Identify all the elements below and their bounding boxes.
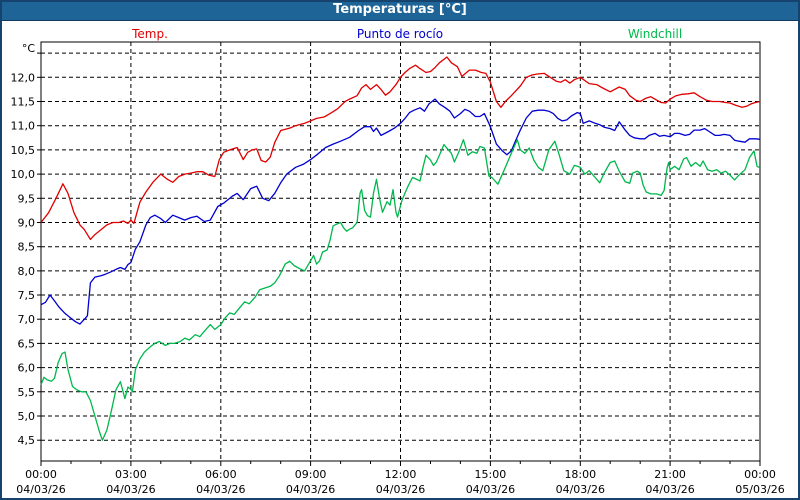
svg-text:04/03/26: 04/03/26 <box>196 483 245 496</box>
svg-text:09:00: 09:00 <box>295 468 327 481</box>
svg-text:04/03/26: 04/03/26 <box>376 483 425 496</box>
svg-text:8,0: 8,0 <box>18 265 36 278</box>
svg-text:04/03/26: 04/03/26 <box>556 483 605 496</box>
svg-text:03:00: 03:00 <box>115 468 147 481</box>
svg-text:9,0: 9,0 <box>18 217 36 230</box>
legend-temp: Temp. <box>132 27 168 41</box>
svg-text:05/03/26: 05/03/26 <box>735 483 784 496</box>
svg-text:6,5: 6,5 <box>18 337 36 350</box>
svg-text:04/03/26: 04/03/26 <box>16 483 65 496</box>
svg-text:06:00: 06:00 <box>205 468 237 481</box>
svg-text:12:00: 12:00 <box>385 468 417 481</box>
svg-text:15:00: 15:00 <box>475 468 507 481</box>
svg-text:11,0: 11,0 <box>11 120 36 133</box>
svg-text:04/03/26: 04/03/26 <box>106 483 155 496</box>
svg-text:°C: °C <box>22 42 36 55</box>
svg-text:6,0: 6,0 <box>18 362 36 375</box>
svg-text:9,5: 9,5 <box>18 192 36 205</box>
svg-text:5,5: 5,5 <box>18 386 36 399</box>
svg-text:00:00: 00:00 <box>25 468 57 481</box>
svg-text:00:00: 00:00 <box>744 468 776 481</box>
svg-text:10,5: 10,5 <box>11 144 36 157</box>
svg-text:04/03/26: 04/03/26 <box>466 483 515 496</box>
legend-dew-point: Punto de rocío <box>356 27 444 41</box>
svg-text:10,0: 10,0 <box>11 168 36 181</box>
svg-text:04/03/26: 04/03/26 <box>645 483 694 496</box>
svg-text:21:00: 21:00 <box>654 468 686 481</box>
svg-text:04/03/26: 04/03/26 <box>286 483 335 496</box>
svg-text:8,5: 8,5 <box>18 241 36 254</box>
svg-text:18:00: 18:00 <box>564 468 596 481</box>
svg-text:4,5: 4,5 <box>18 434 36 447</box>
svg-text:11,5: 11,5 <box>11 96 36 109</box>
chart-title: Temperaturas [°C] <box>333 2 467 17</box>
legend-windchill: Windchill <box>627 27 683 41</box>
svg-text:7,5: 7,5 <box>18 289 36 302</box>
svg-text:12,0: 12,0 <box>11 71 36 84</box>
svg-text:7,0: 7,0 <box>18 313 36 326</box>
svg-text:5,0: 5,0 <box>18 410 36 423</box>
chart-title-bar: Temperaturas [°C] <box>0 0 800 21</box>
